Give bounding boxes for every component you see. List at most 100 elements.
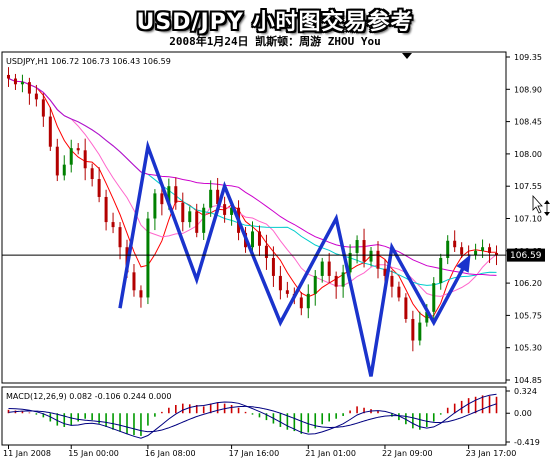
candle-body (76, 148, 80, 151)
y-tick-label: 104.85 (514, 376, 542, 385)
candle-body (376, 250, 380, 269)
candle-body (216, 189, 220, 205)
candle-body (55, 146, 59, 176)
page-title: USD/JPY 小时图交易参考 (136, 10, 414, 35)
y-tick-label: 107.10 (514, 215, 542, 224)
macd-y-tick-label: -0.419 (514, 438, 540, 447)
candle-body (104, 196, 108, 223)
moving-average-line (8, 78, 497, 297)
candle-body (13, 78, 17, 85)
forecast-path (118, 139, 471, 377)
macd-panel-frame (1, 386, 507, 446)
macd-y-tick-label: 0.00 (514, 409, 532, 418)
candle-body (432, 283, 436, 312)
candle-body (341, 272, 345, 287)
y-tick-label: 106.20 (514, 279, 542, 288)
page-subtitle: 2008年1月24日 凯斯顿：周游 ZHOU You (169, 35, 381, 48)
candle-body (97, 179, 101, 197)
y-tick-label: 109.35 (514, 53, 542, 62)
candle-body (69, 148, 73, 165)
candle-body (62, 164, 66, 176)
forecast-arrowhead (456, 254, 471, 273)
candle-body (271, 257, 275, 276)
candle-body (383, 268, 387, 276)
x-tick-label: 15 Jan 00:00 (68, 449, 119, 458)
y-tick-label: 107.55 (514, 182, 542, 191)
candle-body (439, 257, 443, 284)
candle-body (355, 240, 359, 253)
candle-body (257, 231, 261, 246)
candle-body (111, 222, 115, 228)
candle-body (6, 74, 10, 79)
candle-body (362, 240, 366, 262)
candle-body (446, 240, 450, 258)
candle-body (404, 297, 408, 319)
candle-body (174, 186, 178, 203)
candle-body (453, 240, 457, 248)
macd-line (8, 393, 497, 439)
x-tick-label: 22 Jan 09:00 (382, 449, 433, 458)
y-tick-label: 108.45 (514, 118, 542, 127)
candle-body (195, 211, 199, 233)
candle-body (146, 218, 150, 298)
candle-body (488, 247, 492, 253)
x-tick-label: 21 Jan 01:00 (305, 449, 356, 458)
macd-label: MACD(12,26,9) 0.082 -0.106 0.244 0.000 (6, 392, 171, 401)
candle-body (348, 252, 352, 273)
y-tick-label: 105.75 (514, 311, 542, 320)
y-tick-label: 108.00 (514, 150, 542, 159)
candle-body (188, 211, 192, 223)
candle-body (48, 116, 52, 147)
y-tick-label: 105.30 (514, 344, 542, 353)
candle-body (369, 250, 373, 262)
current-price-label: 106.59 (510, 251, 542, 261)
candle-body (139, 290, 143, 298)
x-tick-label: 23 Jan 17:00 (466, 449, 517, 458)
candle-body (132, 272, 136, 291)
candle-body (209, 189, 213, 208)
candle-body (285, 290, 289, 294)
candle-body (223, 204, 227, 215)
candle-body (181, 202, 185, 223)
candle-body (27, 82, 31, 94)
candle-body (495, 252, 499, 256)
macd-y-tick-label: 0.324 (514, 387, 537, 396)
candle-body (313, 275, 317, 294)
candle-body (34, 93, 38, 100)
y-tick-label: 108.90 (514, 85, 542, 94)
candle-body (334, 275, 338, 287)
candle-body (425, 311, 429, 323)
moving-average-line (8, 78, 497, 276)
candle-body (460, 247, 464, 255)
candle-body (251, 231, 254, 248)
shift-marker-icon[interactable] (402, 53, 412, 59)
candle-body (202, 207, 206, 233)
x-tick-label: 16 Jan 08:00 (145, 449, 196, 458)
candle-body (390, 275, 394, 287)
x-tick-label: 11 Jan 2008 (3, 449, 51, 458)
candle-body (167, 186, 171, 205)
x-tick-label: 17 Jan 16:00 (229, 449, 280, 458)
main-panel-frame (1, 51, 507, 384)
candle-body (41, 99, 45, 117)
candle-body (474, 250, 478, 256)
candle-body (327, 261, 331, 276)
symbol-info: USDJPY,H1 106.72 106.73 106.43 106.59 (6, 57, 171, 66)
candle-body (160, 193, 164, 205)
candle-body (153, 193, 157, 219)
candle-body (397, 286, 401, 298)
candle-body (481, 247, 485, 251)
candle-body (264, 245, 268, 258)
current-price-box (507, 248, 545, 262)
candle-body (83, 150, 87, 169)
candle-body (20, 82, 24, 85)
candle-body (320, 261, 324, 276)
candle-body (418, 322, 422, 341)
candle-body (299, 297, 303, 309)
mouse-cursor-icon (532, 194, 550, 216)
macd-signal-line (8, 403, 497, 433)
candle-body (118, 227, 122, 248)
candle-body (411, 318, 415, 341)
